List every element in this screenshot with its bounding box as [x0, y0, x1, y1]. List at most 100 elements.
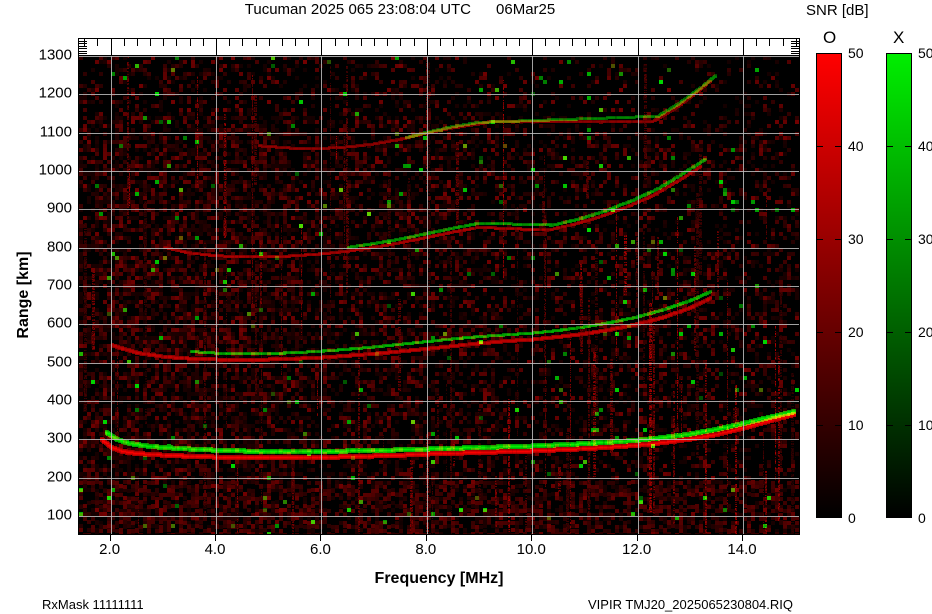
colorbar-o-gradient [816, 53, 842, 518]
x-tick-label: 4.0 [204, 541, 226, 558]
colorbar-x-tick-label: 50 [918, 45, 932, 61]
plot-top-tick-band [79, 39, 799, 56]
frequency-major-tick [426, 39, 428, 56]
frequency-minor-tick [795, 39, 797, 46]
frequency-minor-tick [387, 39, 389, 46]
frequency-minor-tick [176, 39, 178, 46]
colorbar-o-tick-mark [816, 332, 823, 333]
footer-rxmask: RxMask 11111111 [42, 597, 144, 612]
x-tick-mark [109, 535, 111, 541]
colorbar-o-tick-mark-right [835, 425, 842, 426]
frequency-minor-tick [97, 39, 99, 46]
y-tick-label: 1200 [38, 84, 72, 102]
colorbar-o-mode-label: O [823, 28, 837, 47]
frequency-minor-tick [545, 39, 547, 46]
range-minor-tick-right [791, 45, 799, 47]
x-axis-label: Frequency [MHz] [374, 570, 504, 587]
x-tick-mark [531, 535, 533, 541]
frequency-major-tick [532, 39, 534, 56]
frequency-major-tick [743, 39, 745, 56]
colorbar-x-tick-label: 20 [918, 324, 932, 340]
frequency-minor-tick [650, 39, 652, 46]
colorbar-x-mode-label: X [893, 28, 905, 47]
colorbar-o-tick-mark-right [835, 146, 842, 147]
colorbar-x-tick-mark-right [905, 425, 912, 426]
y-tick-label: 1300 [38, 46, 72, 64]
range-minor-tick-right [791, 53, 799, 54]
frequency-minor-tick [440, 39, 441, 46]
frequency-minor-tick [295, 39, 297, 46]
frequency-minor-tick [360, 39, 362, 46]
x-tick-mark [425, 535, 427, 541]
colorbar-x-tick-mark-right [905, 146, 912, 147]
frequency-minor-tick [756, 39, 758, 46]
colorbar-title: SNR [dB] [806, 2, 869, 19]
ionogram-canvas-holder [79, 39, 799, 534]
ionogram-image [79, 39, 799, 534]
frequency-minor-tick [769, 39, 771, 46]
frequency-minor-tick [374, 39, 376, 46]
x-tick-label: 2.0 [99, 541, 121, 558]
frequency-minor-tick [84, 39, 86, 46]
frequency-minor-tick [308, 39, 310, 46]
x-tick-mark [636, 535, 638, 541]
colorbar-o-tick-label: 30 [848, 231, 864, 247]
frequency-minor-tick [281, 39, 283, 46]
y-tick-label: 900 [46, 199, 72, 217]
frequency-minor-tick [413, 39, 415, 46]
colorbar-x-tick-label: 30 [918, 231, 932, 247]
frequency-minor-tick [571, 39, 573, 46]
ionogram-plot[interactable] [78, 38, 800, 535]
frequency-minor-tick [598, 39, 600, 46]
colorbar-o-tick-mark [816, 239, 823, 240]
frequency-minor-tick [729, 39, 731, 46]
frequency-minor-tick [136, 39, 138, 46]
range-minor-tick-left [79, 43, 87, 45]
y-tick-label: 700 [46, 276, 72, 294]
colorbar-o-tick-label: 40 [848, 138, 864, 154]
frequency-minor-tick [229, 39, 231, 46]
frequency-minor-tick [268, 39, 270, 46]
colorbar-x-tick-label: 0 [918, 510, 926, 526]
frequency-minor-tick [716, 39, 718, 46]
colorbar-x-tick-label: 10 [918, 417, 932, 433]
frequency-major-tick [321, 39, 323, 56]
range-minor-tick-right [791, 48, 799, 50]
range-minor-tick-right [791, 50, 799, 52]
colorbar-o-tick-label: 50 [848, 45, 864, 61]
x-tick-mark [320, 535, 322, 541]
range-minor-tick-right [791, 43, 799, 45]
frequency-minor-tick [677, 39, 679, 46]
frequency-minor-tick [123, 39, 125, 46]
frequency-minor-tick [782, 39, 784, 46]
colorbar-x-tick-mark-right [905, 332, 912, 333]
frequency-minor-tick [334, 39, 336, 46]
frequency-minor-tick [189, 39, 191, 46]
colorbar-x-tick-mark [886, 332, 893, 333]
colorbar-o-tick-mark-right [835, 332, 842, 333]
frequency-minor-tick [703, 39, 705, 46]
x-tick-label: 12.0 [622, 541, 652, 558]
x-tick-label: 10.0 [516, 541, 546, 558]
y-tick-label: 300 [46, 429, 72, 447]
frequency-minor-tick [202, 39, 204, 46]
y-tick-label: 400 [46, 391, 72, 409]
x-tick-label: 14.0 [727, 541, 757, 558]
range-minor-tick-left [79, 53, 87, 54]
frequency-minor-tick [242, 39, 244, 46]
frequency-minor-tick [663, 39, 665, 46]
frequency-minor-tick [690, 39, 692, 46]
range-minor-tick-left [79, 45, 87, 47]
colorbar-o-tick-label: 0 [848, 510, 856, 526]
frequency-minor-tick [611, 39, 613, 46]
frequency-minor-tick [466, 39, 468, 46]
frequency-minor-tick [150, 39, 152, 46]
frequency-minor-tick [479, 39, 481, 46]
colorbar-o-tick-label: 20 [848, 324, 864, 340]
y-tick-label: 500 [46, 353, 72, 371]
frequency-major-tick [216, 39, 218, 56]
frequency-minor-tick [163, 39, 165, 46]
range-minor-tick-left [79, 50, 87, 52]
frequency-minor-tick [492, 39, 494, 46]
